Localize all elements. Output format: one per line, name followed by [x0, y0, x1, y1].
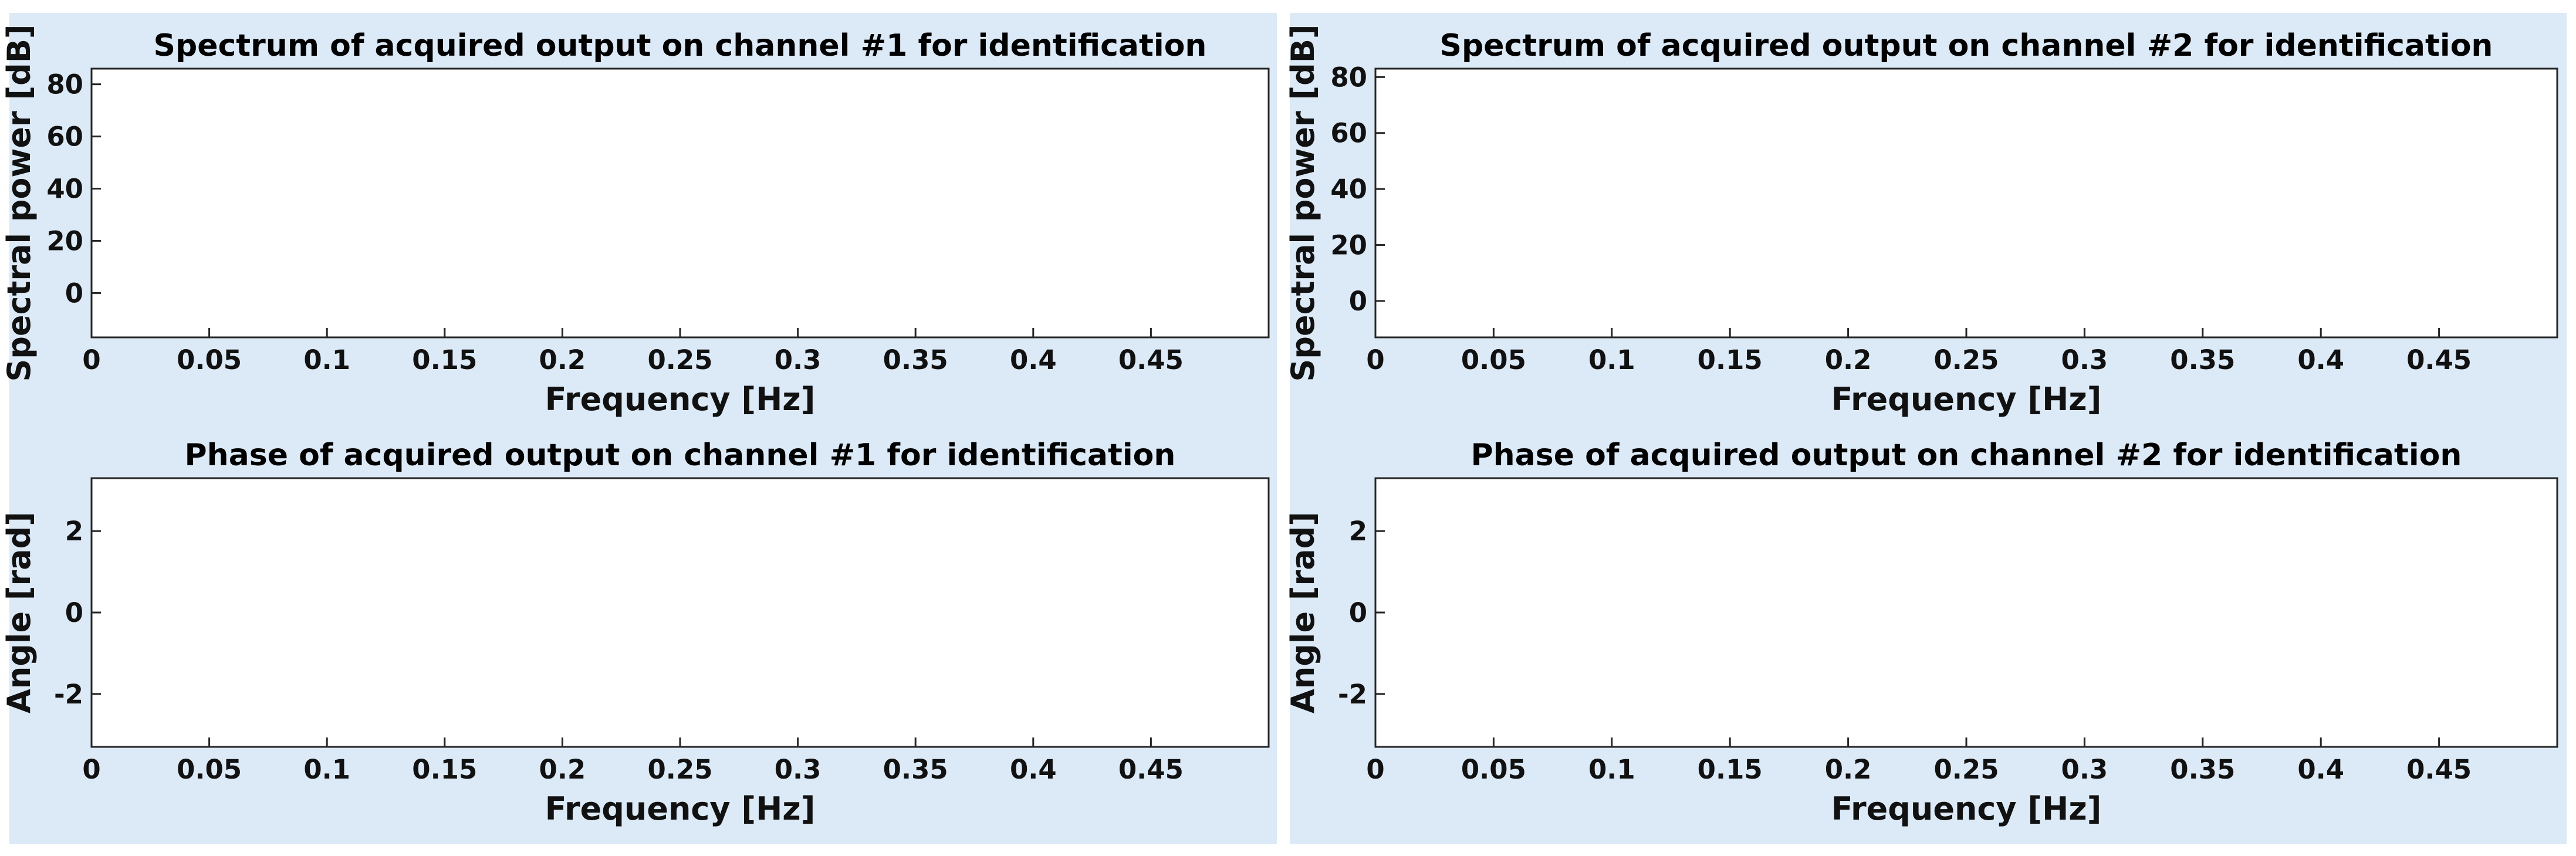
x-tick-label: 0.1 — [303, 344, 350, 375]
y-tick-label: 0 — [1349, 597, 1367, 628]
x-tick-label: 0.3 — [775, 754, 822, 785]
chart-title: Phase of acquired output on channel #1 f… — [185, 438, 1176, 473]
y-tick-label: 2 — [65, 516, 83, 547]
y-tick-label: 0 — [65, 278, 83, 309]
chart-title: Phase of acquired output on channel #2 f… — [1471, 438, 2462, 473]
y-tick-label: 40 — [1330, 174, 1367, 205]
x-tick-label: 0.05 — [177, 754, 242, 785]
channel-2-figure-panel: 0 0.05 0.1 0.15 0.2 0.25 0.3 0.35 0.4 0.45 0 20 40 60… — [1284, 13, 2567, 844]
x-tick-label: 0.4 — [2297, 344, 2344, 375]
y-tick-label: 2 — [1349, 516, 1367, 547]
y-tick-label: 40 — [46, 174, 83, 205]
x-tick-label: 0.2 — [1825, 754, 1872, 785]
y-tick-label: 20 — [46, 225, 83, 256]
spectrum-chart-channel-2: 0 0.05 0.1 0.15 0.2 0.25 0.3 0.35 0.4 0.45 0 20 40 60… — [1284, 24, 2558, 418]
x-tick-label: 0.05 — [177, 344, 242, 375]
x-tick-label: 0 — [82, 344, 100, 375]
x-axis-label: Frequency [Hz] — [545, 790, 816, 827]
x-tick-label: 0.45 — [1118, 754, 1184, 785]
channel-1-figure-panel: 0 0.05 0.1 0.15 0.2 0.25 0.3 0.35 0.4 0.45 0 20 40 60… — [1, 13, 1277, 844]
x-tick-label: 0.4 — [1010, 344, 1057, 375]
y-tick-label: 80 — [1330, 62, 1367, 93]
x-tick-label: 0.1 — [1588, 344, 1635, 375]
y-axis-label: Angle [rad] — [1, 512, 38, 713]
x-tick-label: 0.3 — [2061, 344, 2108, 375]
x-tick-label: 0.25 — [1933, 754, 1999, 785]
y-axis-label: Spectral power [dB] — [1, 24, 38, 381]
y-axis-label: Angle [rad] — [1284, 512, 1321, 713]
x-tick-label: 0.45 — [1118, 344, 1184, 375]
y-axis-label: Spectral power [dB] — [1284, 24, 1321, 381]
y-tick-label: 0 — [1349, 286, 1367, 317]
x-tick-label: 0.05 — [1461, 754, 1526, 785]
plot-frame — [90, 477, 1270, 748]
y-tick-label: -2 — [1338, 679, 1367, 710]
x-tick-label: 0 — [1366, 344, 1384, 375]
plot-frame — [1374, 67, 2558, 339]
phase-chart-channel-1: 0 0.05 0.1 0.15 0.2 0.25 0.3 0.35 0.4 0.45 -2 0 2 Pha… — [1, 438, 1270, 827]
x-tick-label: 0.4 — [2297, 754, 2344, 785]
y-tick-label: -2 — [54, 679, 83, 710]
x-tick-label: 0.25 — [647, 344, 712, 375]
x-tick-label: 0 — [1366, 754, 1384, 785]
x-axis-label: Frequency [Hz] — [545, 381, 816, 418]
y-tick-label: 60 — [46, 121, 83, 153]
x-tick-label: 0.3 — [2061, 754, 2108, 785]
plot-frame — [90, 67, 1270, 339]
x-tick-label: 0.1 — [1588, 754, 1635, 785]
x-axis-label: Frequency [Hz] — [1831, 790, 2102, 827]
phase-chart-channel-2: 0 0.05 0.1 0.15 0.2 0.25 0.3 0.35 0.4 0.45 -2 0 2 Pha… — [1284, 438, 2558, 827]
x-tick-label: 0.15 — [412, 754, 477, 785]
spectrum-chart-channel-1: 0 0.05 0.1 0.15 0.2 0.25 0.3 0.35 0.4 0.45 0 20 40 60… — [1, 24, 1270, 418]
x-tick-label: 0.15 — [412, 344, 477, 375]
x-tick-label: 0.2 — [1825, 344, 1872, 375]
x-tick-label: 0.25 — [1933, 344, 1999, 375]
x-tick-label: 0.2 — [539, 344, 586, 375]
y-tick-label: 80 — [46, 69, 83, 100]
plot-frame — [1374, 477, 2558, 748]
x-tick-label: 0.45 — [2406, 754, 2472, 785]
x-tick-label: 0.35 — [2170, 344, 2235, 375]
x-tick-label: 0.35 — [883, 754, 948, 785]
x-tick-label: 0.3 — [775, 344, 822, 375]
x-tick-label: 0.2 — [539, 754, 586, 785]
x-tick-label: 0.45 — [2406, 344, 2472, 375]
y-tick-label: 20 — [1330, 230, 1367, 261]
x-tick-label: 0.35 — [883, 344, 948, 375]
chart-title: Spectrum of acquired output on channel #… — [1440, 28, 2493, 63]
x-tick-label: 0.25 — [647, 754, 712, 785]
x-tick-label: 0 — [82, 754, 100, 785]
x-tick-label: 0.35 — [2170, 754, 2235, 785]
y-tick-label: 60 — [1330, 118, 1367, 149]
x-tick-label: 0.15 — [1698, 754, 1763, 785]
x-axis-label: Frequency [Hz] — [1831, 381, 2102, 418]
y-tick-label: 0 — [65, 597, 83, 628]
x-tick-label: 0.4 — [1010, 754, 1057, 785]
chart-title: Spectrum of acquired output on channel #… — [154, 28, 1207, 63]
x-tick-label: 0.05 — [1461, 344, 1526, 375]
x-tick-label: 0.1 — [303, 754, 350, 785]
x-tick-label: 0.15 — [1698, 344, 1763, 375]
